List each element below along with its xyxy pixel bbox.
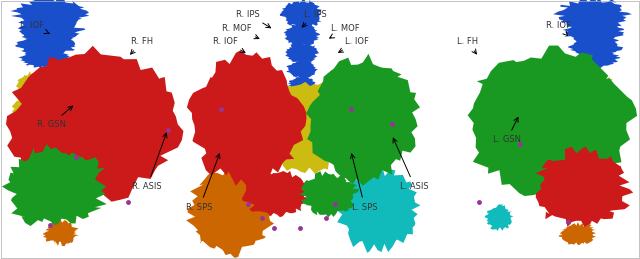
Text: R. MOF: R. MOF bbox=[222, 24, 259, 39]
Polygon shape bbox=[18, 17, 85, 45]
Polygon shape bbox=[280, 0, 322, 30]
Text: R. FH: R. FH bbox=[131, 37, 153, 54]
Text: R. IPS: R. IPS bbox=[236, 10, 271, 28]
Polygon shape bbox=[559, 222, 596, 245]
Polygon shape bbox=[15, 33, 76, 56]
Polygon shape bbox=[242, 171, 312, 217]
Polygon shape bbox=[583, 73, 616, 107]
Polygon shape bbox=[12, 80, 56, 145]
Polygon shape bbox=[20, 143, 64, 188]
Text: L. IPS: L. IPS bbox=[302, 10, 326, 27]
Text: L. ASIS: L. ASIS bbox=[393, 138, 429, 191]
Polygon shape bbox=[286, 60, 318, 79]
Text: L. FH: L. FH bbox=[456, 37, 478, 54]
Polygon shape bbox=[2, 144, 107, 232]
Text: L. IOF: L. IOF bbox=[339, 37, 369, 52]
Polygon shape bbox=[43, 220, 79, 246]
Text: R. SPS: R. SPS bbox=[186, 154, 220, 212]
Polygon shape bbox=[299, 171, 359, 217]
Polygon shape bbox=[186, 167, 274, 258]
Polygon shape bbox=[568, 33, 623, 57]
Polygon shape bbox=[6, 46, 184, 202]
Polygon shape bbox=[257, 82, 350, 174]
Polygon shape bbox=[563, 18, 625, 44]
Polygon shape bbox=[573, 145, 614, 191]
Text: L. GSN: L. GSN bbox=[493, 117, 521, 144]
Text: R. ASIS: R. ASIS bbox=[132, 133, 167, 191]
Text: L. SPS: L. SPS bbox=[351, 154, 378, 212]
Polygon shape bbox=[287, 76, 316, 92]
Polygon shape bbox=[19, 47, 72, 68]
Polygon shape bbox=[468, 46, 637, 196]
Polygon shape bbox=[10, 0, 90, 32]
Text: R. IOF: R. IOF bbox=[546, 21, 570, 35]
Polygon shape bbox=[573, 48, 620, 68]
Polygon shape bbox=[484, 204, 513, 231]
Polygon shape bbox=[187, 51, 307, 186]
Text: R. IOF: R. IOF bbox=[213, 37, 245, 53]
Polygon shape bbox=[553, 0, 632, 31]
Text: R. GSN: R. GSN bbox=[36, 106, 72, 129]
Polygon shape bbox=[284, 23, 320, 47]
Polygon shape bbox=[285, 42, 319, 64]
Text: L. IOF: L. IOF bbox=[20, 21, 49, 33]
Text: L. MOF: L. MOF bbox=[330, 24, 360, 38]
Polygon shape bbox=[336, 166, 420, 253]
Polygon shape bbox=[536, 147, 633, 231]
Polygon shape bbox=[306, 54, 420, 186]
Polygon shape bbox=[579, 87, 619, 145]
Polygon shape bbox=[16, 71, 51, 105]
